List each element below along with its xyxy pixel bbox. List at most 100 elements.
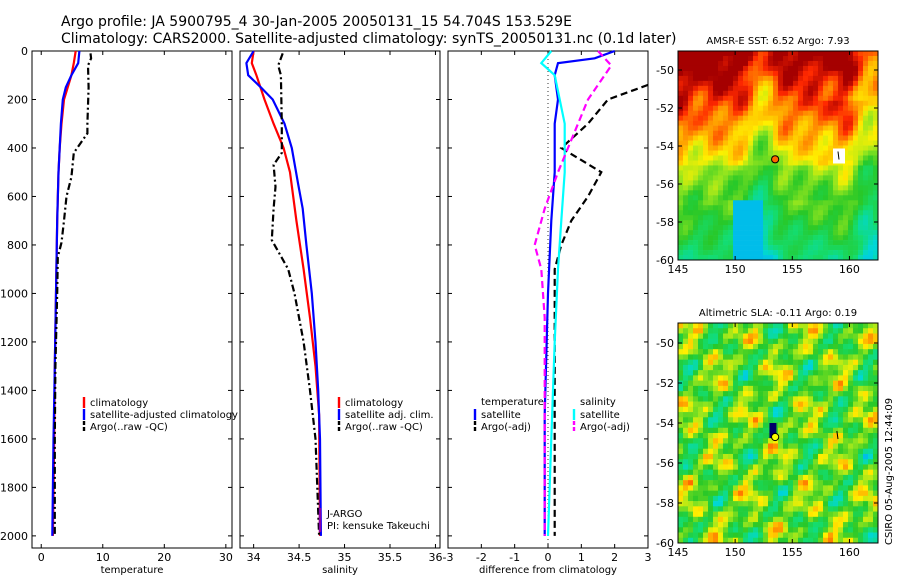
- map-cell: [763, 349, 769, 355]
- map-cell: [733, 448, 739, 455]
- map-cell: [748, 490, 754, 497]
- map-cell: [728, 427, 734, 434]
- map-cell: [808, 422, 814, 429]
- map-cell: [693, 125, 699, 131]
- map-cell: [793, 443, 799, 450]
- map-cell: [748, 180, 754, 186]
- map-cell: [698, 215, 704, 221]
- map-cell: [708, 175, 714, 181]
- map-cell: [808, 175, 814, 181]
- map-cell: [683, 145, 689, 151]
- map-cell: [838, 95, 844, 102]
- map-cell: [748, 412, 754, 418]
- map-cell: [743, 343, 749, 350]
- map-cell: [758, 385, 764, 392]
- map-cell: [733, 225, 739, 231]
- map-cell: [838, 459, 844, 465]
- map-cell: [693, 349, 699, 355]
- map-cell: [848, 225, 854, 231]
- map-cell: [733, 180, 739, 186]
- map-cell: [873, 110, 879, 116]
- map-cell: [738, 85, 744, 92]
- map-cell: [768, 516, 774, 523]
- map-cell: [843, 105, 849, 112]
- map-cell: [718, 140, 724, 146]
- map-cell: [778, 422, 784, 429]
- map-cell: [853, 215, 859, 221]
- map-cell: [728, 51, 734, 57]
- map-cell: [838, 175, 844, 181]
- map-cell: [698, 240, 704, 246]
- map-cell: [828, 427, 834, 434]
- map-cell: [858, 359, 864, 366]
- map-cell: [718, 105, 724, 112]
- map-cell: [718, 370, 724, 376]
- map-cell: [848, 160, 854, 166]
- map-cell: [813, 110, 819, 116]
- map-cell: [838, 220, 844, 226]
- map-cell: [803, 443, 809, 450]
- map-cell: [813, 125, 819, 131]
- map-cell: [713, 364, 719, 371]
- map-cell: [698, 51, 704, 57]
- map-cell: [688, 490, 694, 497]
- map-cell: [823, 75, 829, 82]
- map-cell: [678, 443, 684, 450]
- map-cell: [728, 255, 734, 261]
- map-cell: [848, 180, 854, 186]
- map-cell: [698, 364, 704, 371]
- map-cell: [718, 70, 724, 77]
- map-cell: [708, 155, 714, 161]
- map-cell: [858, 422, 864, 429]
- map-cell: [768, 453, 774, 460]
- map-cell: [873, 175, 879, 181]
- map-cell: [778, 170, 784, 176]
- map-cell: [678, 130, 684, 136]
- map-cell: [798, 110, 804, 116]
- map-cell: [728, 453, 734, 460]
- map-cell: [853, 70, 859, 77]
- x-tick-label: 0: [545, 551, 552, 564]
- map-cell: [793, 95, 799, 102]
- map-cell: [808, 501, 814, 507]
- map-cell: [728, 391, 734, 397]
- map-cell: [818, 105, 824, 112]
- map-cell: [858, 125, 864, 131]
- map-cell: [723, 448, 729, 455]
- map-cell: [783, 511, 789, 518]
- map-cell: [818, 165, 824, 171]
- map-cell: [813, 364, 819, 371]
- map-cell: [858, 511, 864, 518]
- map-cell: [693, 210, 699, 216]
- map-cell: [868, 448, 874, 455]
- map-cell: [683, 391, 689, 397]
- map-cell: [848, 427, 854, 434]
- map-cell: [708, 537, 714, 544]
- map-cell: [698, 160, 704, 166]
- map-cell: [783, 245, 789, 251]
- map-cell: [873, 95, 879, 102]
- map-cell: [688, 364, 694, 371]
- map-cell: [753, 532, 759, 539]
- map-cell: [873, 370, 879, 376]
- map-cell: [848, 453, 854, 460]
- map-cell: [738, 396, 744, 402]
- map-cell: [803, 200, 809, 206]
- map-cell: [843, 255, 849, 261]
- map-cell: [738, 130, 744, 136]
- map-cell: [698, 120, 704, 126]
- map-cell: [693, 110, 699, 116]
- map-cell: [688, 338, 694, 345]
- map-cell: [808, 180, 814, 186]
- map-cell: [713, 245, 719, 251]
- map-cell: [703, 506, 709, 512]
- map-cell: [743, 364, 749, 371]
- map-cell: [873, 391, 879, 397]
- map-cell: [728, 474, 734, 481]
- map-cell: [803, 375, 809, 381]
- map-cell: [718, 516, 724, 523]
- map-cell: [808, 401, 814, 408]
- map-cell: [778, 537, 784, 544]
- map-cell: [793, 210, 799, 216]
- map-cell: [783, 165, 789, 171]
